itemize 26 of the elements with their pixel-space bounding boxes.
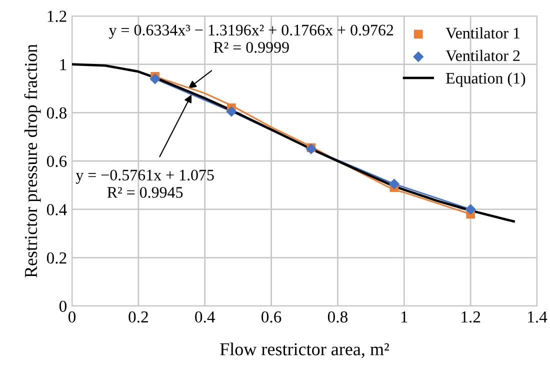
y-tick-label: 0.4 <box>46 204 67 216</box>
annotation: y = −0.5761x + 1.075 R² = 0.9945 <box>76 170 214 198</box>
x-tick-label: 0 <box>68 311 76 323</box>
y-tick-label: 0.8 <box>46 107 67 119</box>
point <box>150 73 160 84</box>
annotation: y = 0.6334x³ − 1.3196x² + 0.1766x + 0.9762 R² = 0.9999 <box>108 24 394 53</box>
point <box>388 178 400 190</box>
y-tick-label: 1 <box>60 59 66 70</box>
x-tick-label: 1 <box>401 311 408 322</box>
y-tick-label: 0 <box>59 300 67 312</box>
x-tick-label: 1.2 <box>462 311 480 323</box>
x-tick-label: 0.2 <box>128 311 148 323</box>
legend-label: Equation (1) <box>446 72 526 87</box>
y-axis-title: Restrictor pressure drop fraction <box>24 44 41 278</box>
point <box>465 204 476 215</box>
y-tick-label: 0.6 <box>46 156 67 168</box>
x-tick-label: 0.6 <box>262 311 282 323</box>
legend-label: Ventilator 2 <box>446 50 520 62</box>
x-tick-label: 1.4 <box>528 311 548 323</box>
legend-label: Ventilator 1 <box>446 27 520 39</box>
x-axis-title: Flow restrictor area, m² <box>220 342 390 358</box>
y-tick-label: 1.2 <box>48 10 66 22</box>
y-tick-label: 0.2 <box>46 252 66 264</box>
x-tick-label: 0.8 <box>328 311 348 323</box>
point <box>226 106 237 117</box>
x-tick-label: 0.4 <box>195 311 216 323</box>
